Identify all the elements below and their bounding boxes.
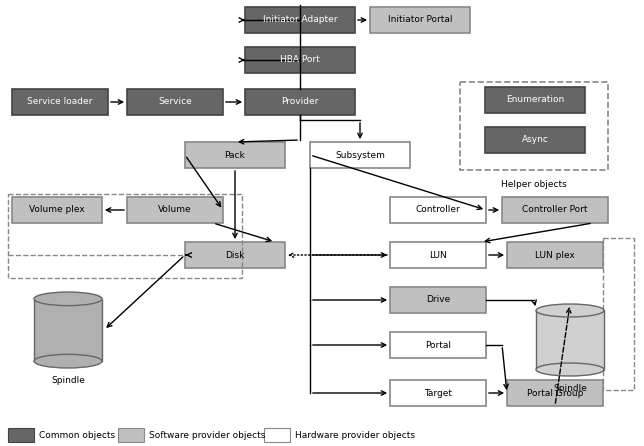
Bar bbox=[185, 142, 285, 168]
Bar bbox=[264, 428, 290, 442]
Text: Initiator Portal: Initiator Portal bbox=[388, 16, 452, 25]
Bar bbox=[310, 142, 410, 168]
Text: Volume plex: Volume plex bbox=[29, 206, 85, 215]
Text: Disk: Disk bbox=[225, 251, 245, 260]
Text: LUN: LUN bbox=[429, 251, 447, 260]
Bar bbox=[185, 242, 285, 268]
Bar bbox=[485, 127, 585, 153]
Bar bbox=[127, 197, 223, 223]
Bar bbox=[390, 380, 486, 406]
Text: Hardware provider objects: Hardware provider objects bbox=[295, 430, 415, 439]
Text: Common objects: Common objects bbox=[39, 430, 115, 439]
Bar bbox=[390, 242, 486, 268]
Bar bbox=[502, 197, 608, 223]
Bar bbox=[127, 89, 223, 115]
Ellipse shape bbox=[34, 292, 102, 306]
Bar bbox=[12, 197, 102, 223]
Text: Service loader: Service loader bbox=[27, 98, 93, 107]
Bar bbox=[507, 242, 603, 268]
Text: Provider: Provider bbox=[281, 98, 319, 107]
Text: Volume: Volume bbox=[158, 206, 192, 215]
Text: Initiator Adapter: Initiator Adapter bbox=[263, 16, 337, 25]
Text: Subsystem: Subsystem bbox=[335, 150, 385, 160]
Bar bbox=[390, 197, 486, 223]
Text: Drive: Drive bbox=[426, 296, 450, 305]
Bar bbox=[12, 89, 108, 115]
Bar bbox=[460, 82, 608, 170]
Ellipse shape bbox=[536, 304, 604, 317]
Text: Controller Port: Controller Port bbox=[522, 206, 588, 215]
Bar bbox=[485, 87, 585, 113]
Text: Spindle: Spindle bbox=[51, 376, 85, 385]
Text: Spindle: Spindle bbox=[553, 384, 587, 393]
Text: LUN plex: LUN plex bbox=[535, 251, 575, 260]
Bar bbox=[370, 7, 470, 33]
Text: Pack: Pack bbox=[225, 150, 245, 160]
Bar bbox=[8, 428, 34, 442]
Bar bbox=[245, 47, 355, 73]
Bar bbox=[245, 7, 355, 33]
Text: Helper objects: Helper objects bbox=[501, 180, 567, 189]
Bar bbox=[536, 310, 604, 370]
Text: Controller: Controller bbox=[415, 206, 460, 215]
Bar bbox=[118, 428, 144, 442]
Text: Async: Async bbox=[522, 136, 549, 145]
Bar bbox=[603, 238, 634, 390]
Text: Service: Service bbox=[158, 98, 192, 107]
Bar bbox=[390, 332, 486, 358]
Text: Portal Group: Portal Group bbox=[527, 388, 583, 397]
Ellipse shape bbox=[536, 363, 604, 376]
Ellipse shape bbox=[34, 354, 102, 368]
Text: Software provider objects: Software provider objects bbox=[149, 430, 265, 439]
Bar bbox=[34, 299, 102, 361]
Bar bbox=[8, 194, 242, 278]
Bar bbox=[507, 380, 603, 406]
Bar bbox=[390, 287, 486, 313]
Text: Portal: Portal bbox=[425, 340, 451, 350]
Text: HBA Port: HBA Port bbox=[280, 55, 320, 65]
Text: Enumeration: Enumeration bbox=[506, 95, 564, 104]
Bar bbox=[245, 89, 355, 115]
Text: Target: Target bbox=[424, 388, 452, 397]
